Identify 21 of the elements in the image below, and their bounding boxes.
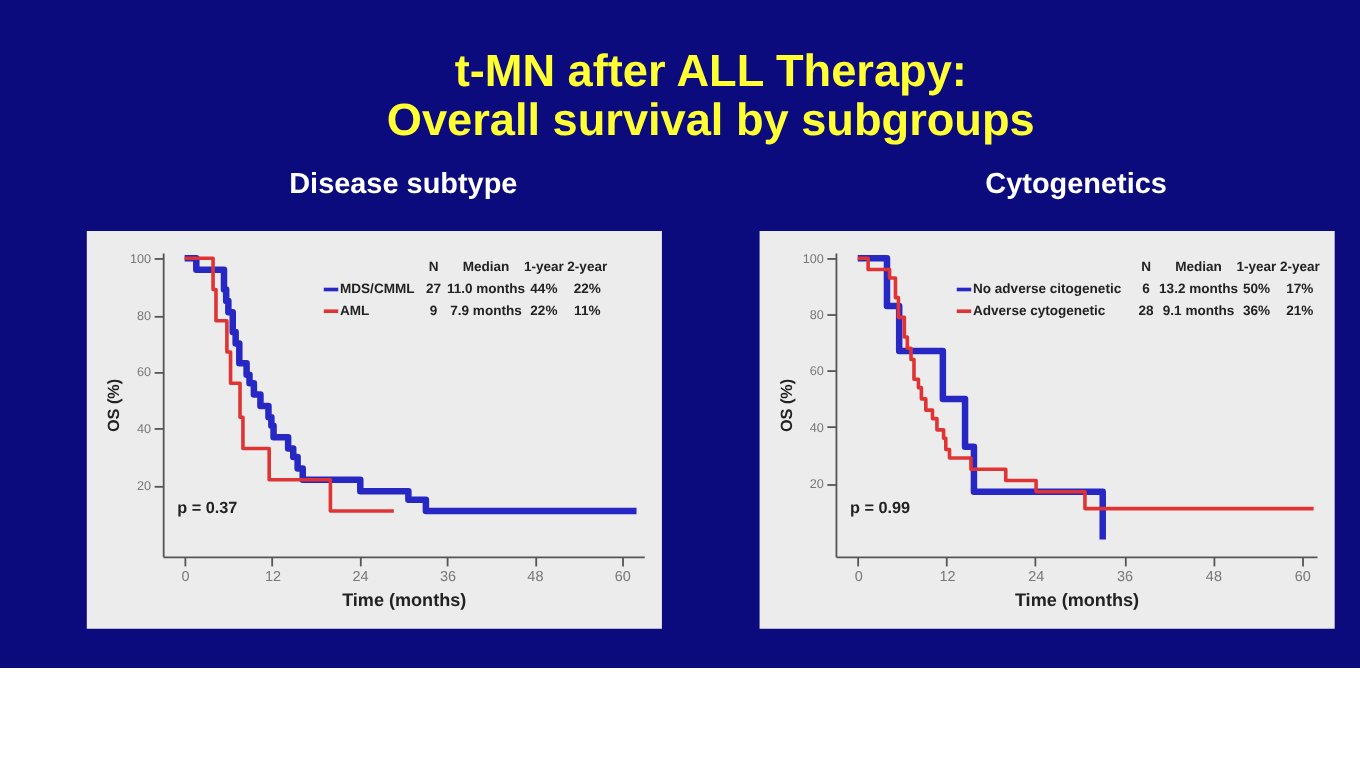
x-tick-label: 48 [1205, 566, 1222, 585]
annotation: p = 0.37 [177, 499, 239, 518]
x-tick-label: 36 [1117, 566, 1134, 585]
chart-title: Cytogenetics [985, 168, 1167, 201]
x-tick-label: 12 [264, 566, 282, 585]
text: t-MN after ALL Therapy: Overall survival by subgroups [386, 46, 1035, 146]
x-axis-title: Time (months) [342, 590, 467, 611]
y-axis-title: OS (%) [777, 378, 796, 433]
x-tick-label: 60 [614, 566, 631, 585]
x-tick-label: 12 [939, 566, 956, 585]
x-tick-label: 0 [854, 566, 863, 585]
x-tick-label: 0 [181, 566, 190, 585]
x-tick-label: 36 [439, 566, 456, 585]
x-tick-label: 48 [527, 566, 544, 585]
x-tick-label: 24 [352, 566, 369, 585]
chart-title: Disease subtype [289, 168, 518, 201]
x-axis-title: Time (months) [1014, 590, 1140, 611]
annotation: p = 0.99 [850, 499, 912, 518]
x-tick-label: 60 [1294, 566, 1311, 585]
x-tick-label: 24 [1028, 566, 1045, 585]
y-axis-title: OS (%) [105, 378, 124, 433]
